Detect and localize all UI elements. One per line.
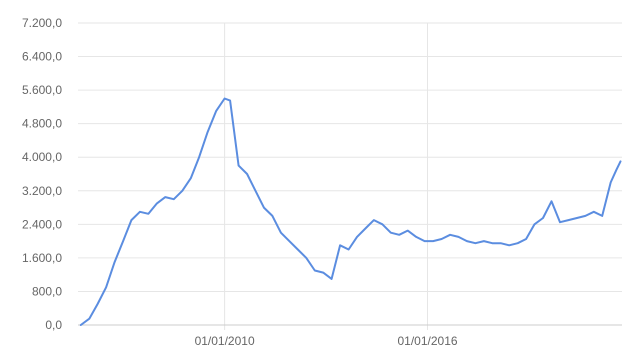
y-tick-label: 5.600,0 [22,83,62,97]
x-axis-tick-labels: 01/01/2010 01/01/2016 [195,334,458,348]
y-tick-label: 0,0 [45,318,62,332]
x-tick-label: 01/01/2010 [195,334,255,348]
y-tick-label: 1.600,0 [22,251,62,265]
y-axis-tick-labels: 0,0 800,0 1.600,0 2.400,0 3.200,0 4.000,0 4.80… [22,16,62,332]
y-tick-label: 800,0 [32,284,62,298]
gridlines [78,22,622,330]
series-line [79,97,622,326]
y-tick-label: 7.200,0 [22,16,62,30]
x-tick-label: 01/01/2016 [397,334,457,348]
y-tick-label: 4.800,0 [22,117,62,131]
y-tick-label: 4.000,0 [22,150,62,164]
y-tick-label: 2.400,0 [22,217,62,231]
y-tick-label: 6.400,0 [22,50,62,64]
y-tick-label: 3.200,0 [22,184,62,198]
